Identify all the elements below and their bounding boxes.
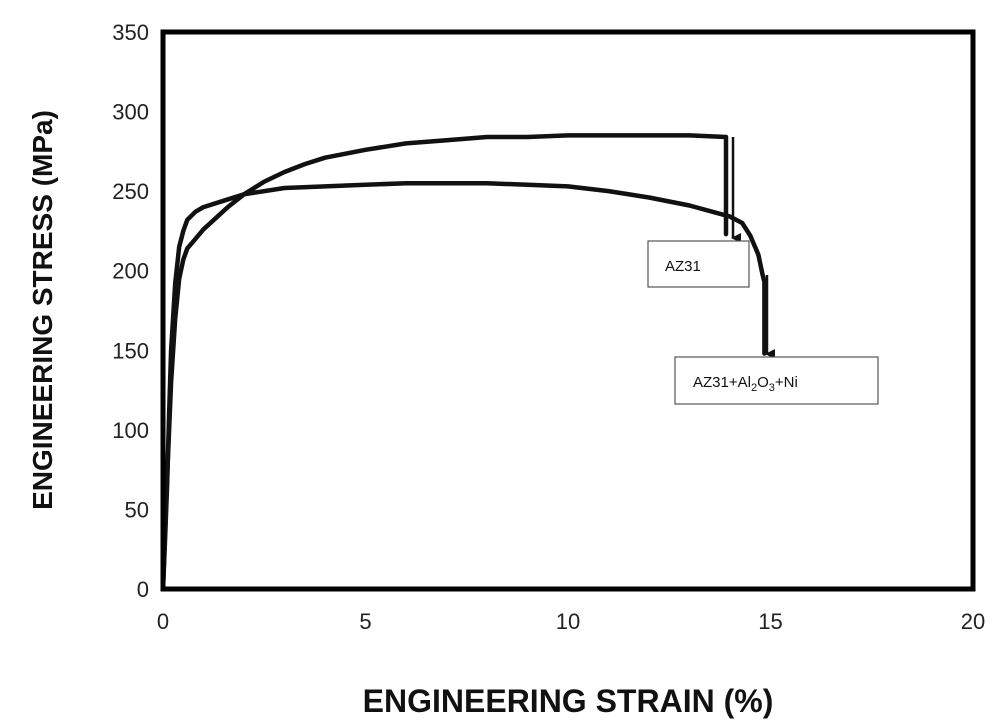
composite-label-box [674, 356, 879, 405]
x-tick-label: 15 [758, 609, 782, 634]
x-tick-label: 10 [556, 609, 580, 634]
y-tick-label: 300 [112, 100, 149, 125]
x-tick-label: 0 [157, 609, 169, 634]
y-tick-label: 250 [112, 179, 149, 204]
plot-frame [160, 29, 976, 592]
y-tick-label: 150 [112, 338, 149, 363]
az31-label-box [647, 240, 750, 288]
y-tick-labels: 0 50 100 150 200 250 300 350 [112, 20, 149, 602]
series-line-az31 [160, 133, 729, 592]
x-tick-labels: 0 5 10 15 20 [157, 609, 985, 634]
data-series [160, 133, 767, 592]
y-axis-title: ENGINEERING STRESS (MPa) [27, 110, 58, 510]
x-axis-title: ENGINEERING STRAIN (%) [363, 683, 774, 719]
y-tick-label: 0 [137, 577, 149, 602]
y-tick-label: 350 [112, 20, 149, 45]
y-tick-label: 50 [125, 497, 149, 522]
y-tick-label: 100 [112, 418, 149, 443]
x-tick-label: 20 [961, 609, 985, 634]
composite-label: AZ31+Al2O3+Ni [693, 374, 798, 394]
y-tick-label: 200 [112, 259, 149, 284]
az31-label: AZ31 [665, 258, 701, 275]
series-line-az31-al2o3-ni [160, 180, 767, 592]
x-tick-label: 5 [359, 609, 371, 634]
